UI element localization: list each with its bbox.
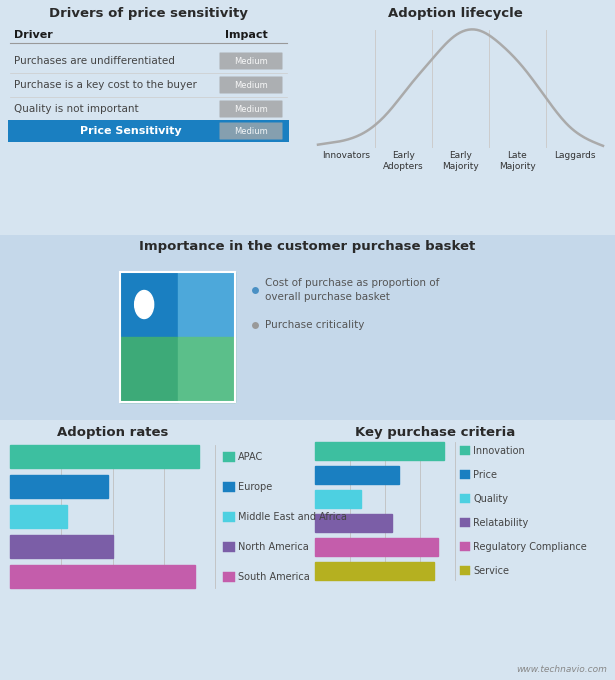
- Text: Quality: Quality: [473, 494, 508, 504]
- Bar: [120, 272, 178, 337]
- Bar: [315, 514, 392, 532]
- Text: Europe: Europe: [238, 481, 272, 492]
- Text: Cost of purchase as proportion of
overall purchase basket: Cost of purchase as proportion of overal…: [265, 278, 439, 302]
- Bar: [460, 494, 470, 503]
- Bar: [223, 541, 235, 551]
- Bar: [460, 566, 470, 575]
- Text: Adoption lifecycle: Adoption lifecycle: [387, 7, 522, 20]
- Text: Late
Majority: Late Majority: [499, 151, 536, 171]
- Bar: [460, 470, 470, 479]
- Bar: [10, 505, 68, 528]
- Bar: [120, 272, 235, 402]
- Text: Price: Price: [473, 470, 497, 480]
- Text: Laggards: Laggards: [554, 151, 595, 160]
- Text: North America: North America: [238, 541, 309, 551]
- Text: Early
Adopters: Early Adopters: [383, 151, 424, 171]
- Text: Drivers of price sensitivity: Drivers of price sensitivity: [49, 7, 247, 20]
- Bar: [315, 562, 434, 580]
- Bar: [223, 481, 235, 492]
- Bar: [315, 538, 438, 556]
- Text: Relatability: Relatability: [473, 518, 528, 528]
- Text: Regulatory Compliance: Regulatory Compliance: [473, 542, 587, 552]
- Bar: [223, 571, 235, 581]
- FancyBboxPatch shape: [220, 77, 282, 94]
- FancyBboxPatch shape: [8, 120, 289, 142]
- Text: Medium: Medium: [234, 80, 268, 90]
- Bar: [10, 475, 108, 498]
- Text: Adoption rates: Adoption rates: [57, 426, 169, 439]
- Bar: [10, 445, 199, 468]
- Bar: [120, 337, 178, 402]
- Text: Quality is not important: Quality is not important: [14, 104, 138, 114]
- Text: Service: Service: [473, 566, 509, 576]
- Bar: [223, 511, 235, 522]
- Bar: [315, 442, 444, 460]
- Text: APAC: APAC: [238, 452, 263, 462]
- Text: Purchase is a key cost to the buyer: Purchase is a key cost to the buyer: [14, 80, 197, 90]
- Text: Purchase criticality: Purchase criticality: [265, 320, 364, 330]
- Text: Medium: Medium: [234, 105, 268, 114]
- Bar: [460, 542, 470, 551]
- Text: Medium: Medium: [234, 126, 268, 135]
- Text: Key purchase criteria: Key purchase criteria: [355, 426, 515, 439]
- Text: South America: South America: [238, 571, 310, 581]
- Bar: [10, 565, 194, 588]
- FancyBboxPatch shape: [220, 101, 282, 118]
- Text: Middle East and Africa: Middle East and Africa: [238, 511, 347, 522]
- Text: Purchases are undifferentiated: Purchases are undifferentiated: [14, 56, 175, 66]
- Text: Medium: Medium: [234, 56, 268, 65]
- Text: Importance in the customer purchase basket: Importance in the customer purchase bask…: [139, 240, 475, 253]
- Text: www.technavio.com: www.technavio.com: [516, 665, 607, 674]
- Bar: [460, 446, 470, 455]
- Text: Driver: Driver: [14, 30, 53, 40]
- FancyBboxPatch shape: [220, 52, 282, 69]
- Text: Price Sensitivity: Price Sensitivity: [80, 126, 181, 136]
- Bar: [223, 452, 235, 462]
- FancyBboxPatch shape: [220, 122, 282, 139]
- Bar: [178, 272, 235, 337]
- Text: Innovation: Innovation: [473, 446, 525, 456]
- Text: Early
Majority: Early Majority: [442, 151, 479, 171]
- Bar: [460, 518, 470, 527]
- Ellipse shape: [135, 290, 154, 318]
- Text: Impact: Impact: [225, 30, 268, 40]
- Bar: [315, 466, 399, 484]
- Bar: [315, 490, 361, 508]
- Text: Innovators: Innovators: [322, 151, 370, 160]
- Bar: [178, 337, 235, 402]
- Bar: [10, 535, 113, 558]
